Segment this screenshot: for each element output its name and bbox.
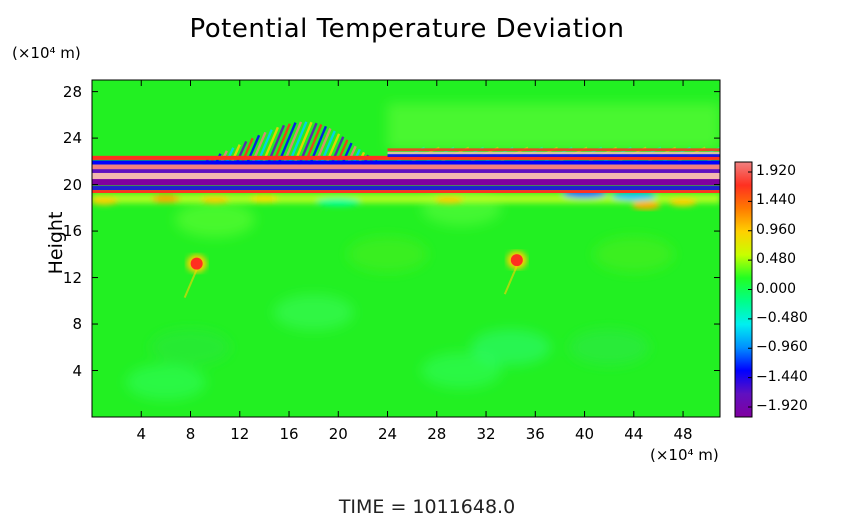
- hot-spot-core: [510, 254, 523, 267]
- colorbar-label: 1.920: [756, 163, 797, 179]
- colorbar-label: 0.000: [756, 280, 797, 297]
- colorbar: [734, 161, 753, 418]
- patch: [593, 236, 674, 273]
- turbulent-patches: [125, 189, 674, 401]
- heatmap-field: [92, 80, 720, 417]
- plot-frame: [91, 79, 721, 418]
- x-tick-label: 28: [427, 425, 447, 443]
- patch: [125, 364, 206, 401]
- cool-spot: [611, 192, 656, 201]
- upper-shade: [387, 103, 720, 150]
- colorbar-label: 1.440: [756, 192, 797, 209]
- patch: [273, 294, 354, 331]
- colorbar-label: −1.440: [756, 368, 808, 385]
- sub-inversion-band: [92, 189, 720, 210]
- warm-spot: [632, 201, 661, 210]
- patch: [569, 329, 650, 366]
- patch: [347, 236, 428, 273]
- hot-spot-trail: [183, 269, 198, 299]
- y-tick-label: 28: [62, 82, 82, 101]
- axes: [92, 80, 720, 417]
- x-tick-label: 36: [525, 425, 545, 443]
- inversion-layer: [92, 160, 720, 165]
- colorbar-label: −0.480: [756, 309, 808, 326]
- hot-spot: [503, 251, 527, 295]
- y-tick-label: 4: [72, 361, 82, 380]
- hot-spot: [183, 254, 207, 299]
- x-tick-label: 44: [624, 425, 644, 443]
- warm-spot: [92, 196, 119, 205]
- x-tick-label: 20: [328, 425, 348, 443]
- x-tick-label: 24: [377, 425, 398, 443]
- inversion-layer: [92, 172, 720, 180]
- warm-spot: [151, 194, 180, 203]
- upper-stripe: [387, 148, 720, 152]
- patch: [150, 329, 231, 366]
- colorbar-label: −1.920: [756, 398, 808, 414]
- time-readout: TIME = 1011648.0: [338, 496, 516, 518]
- patch: [175, 201, 256, 238]
- warm-spot: [250, 194, 279, 203]
- x-tick-label: 12: [230, 425, 250, 443]
- yellow-band: [92, 193, 720, 204]
- hot-spot-core: [190, 257, 203, 270]
- y-tick-label: 8: [72, 315, 82, 334]
- hot-spot-trail: [503, 265, 518, 295]
- cool-spot: [316, 198, 361, 207]
- x-tick-label: 16: [279, 425, 299, 443]
- upper-stripe: [387, 154, 720, 157]
- y-axis-unit: (×10⁴ m): [12, 44, 81, 62]
- x-tick-label: 8: [185, 425, 196, 443]
- warm-spot: [669, 198, 698, 207]
- chart-title: Potential Temperature Deviation: [189, 14, 625, 44]
- y-tick-label: 16: [62, 222, 82, 241]
- inversion-band: [92, 148, 720, 194]
- inversion-layer: [92, 190, 720, 194]
- warm-spot: [435, 195, 464, 204]
- x-axis-unit: (×10⁴ m): [650, 446, 719, 464]
- inversion-layer: [92, 155, 720, 160]
- y-tick-label: 12: [62, 268, 82, 287]
- colorbar-label: 0.480: [756, 251, 797, 268]
- patch: [470, 329, 551, 366]
- x-tick-label: 4: [136, 425, 147, 443]
- colorbar-label: −0.960: [756, 339, 808, 356]
- patch: [421, 352, 502, 389]
- inversion-layer: [92, 186, 720, 191]
- colorbar-label: 0.960: [756, 221, 797, 238]
- x-tick-label: 32: [476, 425, 496, 443]
- y-tick-label: 24: [62, 129, 82, 148]
- upper-stripe: [387, 151, 720, 155]
- y-tick-label: 20: [62, 175, 82, 194]
- warm-spot: [201, 195, 230, 204]
- x-tick-label: 48: [673, 425, 693, 443]
- inversion-layer: [92, 179, 720, 186]
- inversion-layer: [92, 169, 720, 175]
- inversion-layer: [92, 164, 720, 170]
- hot-spots: [183, 251, 527, 299]
- x-tick-label: 40: [575, 425, 595, 443]
- upper-region: [387, 103, 720, 150]
